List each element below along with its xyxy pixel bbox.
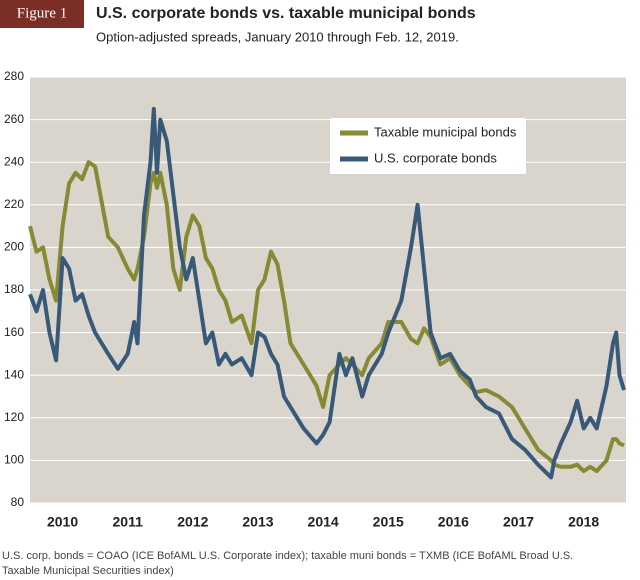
legend-box bbox=[330, 118, 526, 174]
x-tick-label: 2018 bbox=[568, 514, 599, 530]
y-tick-label: 140 bbox=[4, 367, 24, 381]
y-tick-label: 200 bbox=[4, 240, 24, 254]
y-tick-label: 120 bbox=[4, 410, 24, 424]
y-tick-label: 160 bbox=[4, 325, 24, 339]
x-tick-label: 2014 bbox=[308, 514, 339, 530]
y-tick-label: 220 bbox=[4, 197, 24, 211]
y-tick-label: 180 bbox=[4, 282, 24, 296]
legend-label: Taxable municipal bonds bbox=[374, 124, 517, 139]
footnote: U.S. corp. bonds = COAO (ICE BofAML U.S.… bbox=[2, 550, 573, 562]
y-tick-label: 260 bbox=[4, 112, 24, 126]
line-series bbox=[28, 106, 626, 480]
chart-title: U.S. corporate bonds vs. taxable municip… bbox=[96, 5, 476, 22]
y-tick-label: 240 bbox=[4, 154, 24, 168]
x-tick-label: 2017 bbox=[503, 514, 534, 530]
x-tick-label: 2013 bbox=[242, 514, 273, 530]
x-tick-label: 2011 bbox=[113, 514, 144, 530]
footnote: Taxable Municipal Securities index) bbox=[2, 565, 174, 577]
y-tick-label: 80 bbox=[11, 495, 25, 509]
x-tick-label: 2012 bbox=[177, 514, 208, 530]
x-tick-label: 2010 bbox=[47, 514, 78, 530]
chart-subtitle: Option-adjusted spreads, January 2010 th… bbox=[96, 29, 459, 44]
x-tick-label: 2015 bbox=[373, 514, 404, 530]
badge: Figure 1 bbox=[17, 5, 67, 21]
badge-bg bbox=[0, 0, 84, 28]
y-tick-label: 100 bbox=[4, 453, 24, 467]
y-tick-label: 280 bbox=[4, 69, 24, 83]
legend-label: U.S. corporate bonds bbox=[374, 150, 497, 165]
line-series bbox=[28, 160, 625, 474]
x-tick-label: 2016 bbox=[438, 514, 469, 530]
